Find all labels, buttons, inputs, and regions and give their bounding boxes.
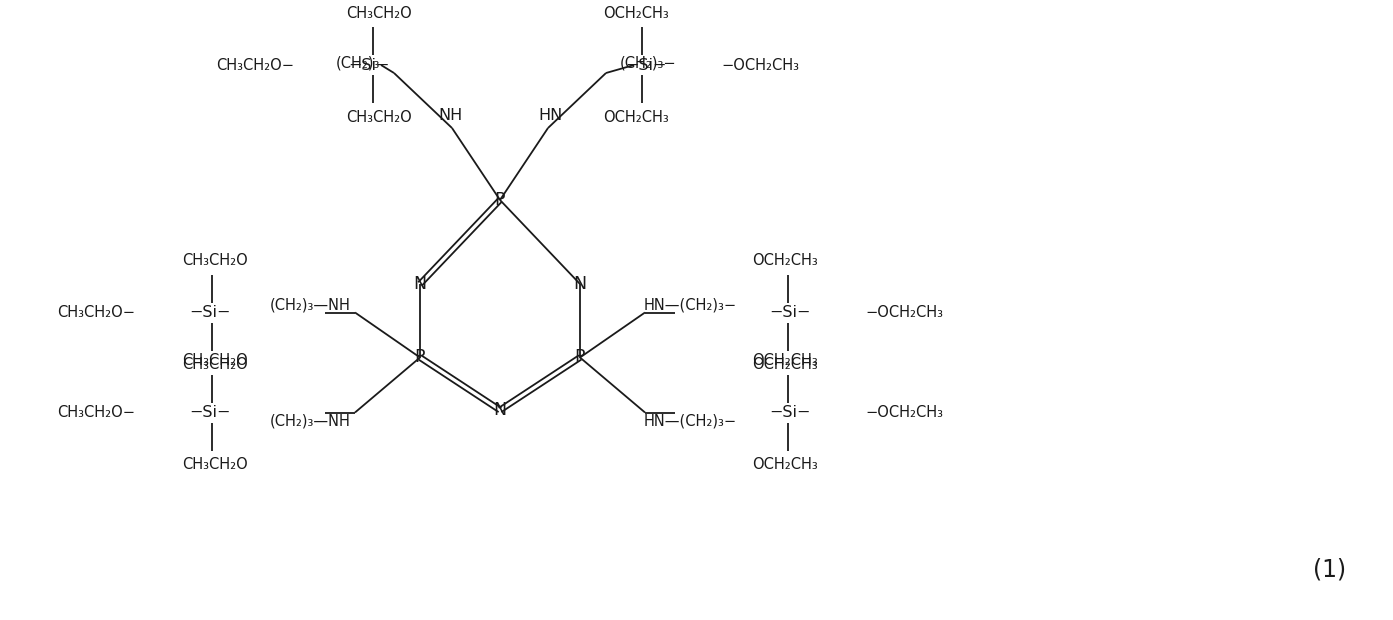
Text: −Si−: −Si−: [625, 58, 667, 73]
Text: −Si−: −Si−: [348, 58, 390, 73]
Text: CH₃CH₂O−: CH₃CH₂O−: [57, 405, 135, 420]
Text: CH₃CH₂O−: CH₃CH₂O−: [57, 305, 135, 320]
Text: HN—(CH₂)₃−: HN—(CH₂)₃−: [644, 413, 737, 428]
Text: CH₃CH₂O: CH₃CH₂O: [182, 253, 248, 268]
Text: CH₃CH₂O: CH₃CH₂O: [345, 110, 412, 125]
Text: (CH₂)₃−: (CH₂)₃−: [620, 56, 677, 71]
Text: CH₃CH₂O: CH₃CH₂O: [345, 6, 412, 20]
Text: −OCH₂CH₃: −OCH₂CH₃: [865, 405, 943, 420]
Text: P: P: [495, 191, 506, 209]
Text: NH: NH: [437, 107, 462, 123]
Text: OCH₂CH₃: OCH₂CH₃: [603, 110, 669, 125]
Text: HN—(CH₂)₃−: HN—(CH₂)₃−: [644, 297, 737, 312]
Text: N: N: [574, 275, 586, 293]
Text: −Si−: −Si−: [769, 405, 811, 420]
Text: OCH₂CH₃: OCH₂CH₃: [752, 357, 818, 372]
Text: P: P: [575, 348, 585, 366]
Text: CH₃CH₂O−: CH₃CH₂O−: [216, 58, 294, 73]
Text: OCH₂CH₃: OCH₂CH₃: [603, 6, 669, 20]
Text: (CH₂)₃—NH: (CH₂)₃—NH: [270, 297, 351, 312]
Text: OCH₂CH₃: OCH₂CH₃: [752, 457, 818, 472]
Text: CH₃CH₂O: CH₃CH₂O: [182, 353, 248, 368]
Text: CH₃CH₂O: CH₃CH₂O: [182, 457, 248, 472]
Text: −Si−: −Si−: [189, 405, 231, 420]
Text: OCH₂CH₃: OCH₂CH₃: [752, 253, 818, 268]
Text: OCH₂CH₃: OCH₂CH₃: [752, 353, 818, 368]
Text: HN: HN: [538, 107, 563, 123]
Text: (CH₂)₃—NH: (CH₂)₃—NH: [270, 413, 351, 428]
Text: (1): (1): [1314, 558, 1347, 582]
Text: −Si−: −Si−: [769, 305, 811, 320]
Text: −OCH₂CH₃: −OCH₂CH₃: [722, 58, 800, 73]
Text: −Si−: −Si−: [189, 305, 231, 320]
Text: N: N: [414, 275, 426, 293]
Text: CH₃CH₂O: CH₃CH₂O: [182, 357, 248, 372]
Text: N: N: [493, 401, 507, 419]
Text: −OCH₂CH₃: −OCH₂CH₃: [865, 305, 943, 320]
Text: (CH₂)₃: (CH₂)₃: [336, 56, 380, 71]
Text: P: P: [415, 348, 425, 366]
